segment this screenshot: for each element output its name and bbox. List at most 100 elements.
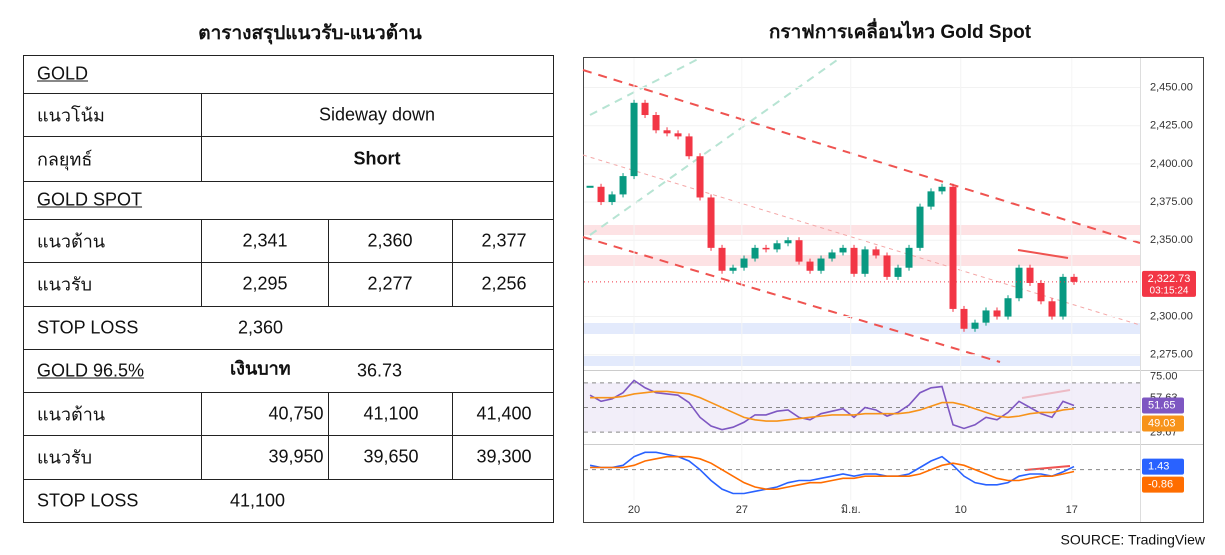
candle bbox=[828, 252, 836, 259]
table-rule bbox=[328, 435, 329, 479]
candle bbox=[729, 267, 737, 271]
candle bbox=[685, 136, 693, 157]
table-rule bbox=[23, 479, 553, 480]
source: SOURCE: TradingView bbox=[1061, 532, 1206, 548]
candle bbox=[949, 186, 957, 309]
table-border bbox=[23, 55, 24, 522]
candle bbox=[773, 243, 781, 250]
candle bbox=[817, 258, 825, 271]
rsi-band bbox=[584, 382, 1140, 433]
cell-text: 2,295 bbox=[242, 273, 288, 294]
x-tick-label: 27 bbox=[736, 504, 748, 516]
candle bbox=[806, 261, 814, 271]
price-badge bbox=[1142, 270, 1196, 297]
cell-text: 2,377 bbox=[481, 230, 527, 250]
countdown: 03:15:24 bbox=[1150, 285, 1189, 296]
value-badge-text: 49.03 bbox=[1148, 417, 1176, 429]
candle bbox=[740, 258, 748, 268]
trend-line bbox=[589, 57, 701, 116]
chart-frame bbox=[583, 57, 1204, 523]
candle bbox=[641, 102, 649, 116]
table-rule bbox=[23, 55, 553, 56]
table-rule bbox=[23, 181, 553, 182]
candle bbox=[718, 247, 726, 271]
candle bbox=[652, 115, 660, 131]
candle bbox=[872, 249, 880, 256]
chart-title: กราฟการเคลื่อนไหว Gold Spot bbox=[769, 18, 1032, 43]
table-rule bbox=[201, 136, 202, 181]
candle bbox=[839, 247, 847, 253]
value-badge bbox=[1142, 415, 1184, 432]
cell-text: 41,100 bbox=[230, 490, 286, 510]
cell-text: 40,750 bbox=[268, 403, 324, 423]
candle bbox=[883, 255, 891, 277]
indicator-line bbox=[589, 451, 1075, 495]
cell-text: 2,360 bbox=[367, 230, 413, 250]
section-heading: GOLD 96.5% bbox=[37, 360, 145, 380]
y-tick-label: 2,400.00 bbox=[1150, 158, 1193, 170]
table-title: ตารางสรุปแนวรับ-แนวต้าน bbox=[198, 23, 422, 44]
candle bbox=[1026, 267, 1034, 283]
value-badge bbox=[1142, 397, 1184, 414]
table-rule bbox=[201, 262, 202, 306]
cell-text: 2,341 bbox=[242, 230, 288, 250]
table-rule bbox=[452, 262, 453, 306]
table-rule bbox=[23, 306, 553, 307]
support-zone bbox=[584, 356, 1140, 366]
support-zone bbox=[584, 323, 1140, 334]
cell-text: 36.73 bbox=[357, 360, 403, 380]
candle bbox=[608, 194, 616, 203]
cell-text: 41,400 bbox=[476, 403, 532, 423]
y-tick-label: 2,425.00 bbox=[1150, 120, 1193, 132]
cell-text: กลยุทธ์ bbox=[37, 149, 93, 169]
candle bbox=[850, 247, 858, 274]
indicator-line bbox=[590, 455, 1075, 490]
x-tick-label: 17 bbox=[1066, 504, 1078, 516]
value-badge-text: 1.43 bbox=[1148, 460, 1169, 472]
cell-text: 39,650 bbox=[363, 446, 419, 467]
candle bbox=[762, 247, 770, 250]
cell-text: เงินบาท bbox=[230, 358, 291, 378]
table-rule bbox=[452, 219, 453, 262]
table-rule bbox=[23, 522, 553, 523]
candle bbox=[784, 240, 792, 244]
candle bbox=[1048, 301, 1056, 317]
table-rule bbox=[201, 93, 202, 136]
cell-text: 39,950 bbox=[268, 446, 324, 467]
candle bbox=[971, 322, 979, 329]
value-badge-text: 51.65 bbox=[1148, 399, 1176, 411]
y-tick-label: 2,275.00 bbox=[1150, 349, 1193, 361]
y-tick-label: 2,450.00 bbox=[1150, 81, 1193, 93]
x-tick-label: มิ.ย. bbox=[841, 504, 861, 516]
candle bbox=[1059, 276, 1067, 317]
y-tick-label: 2,350.00 bbox=[1150, 234, 1193, 246]
cell-text: 39,300 bbox=[476, 446, 532, 467]
table-rule bbox=[201, 219, 202, 262]
cell-text: แนวต้าน bbox=[37, 231, 106, 251]
cell-text: แนวโน้ม bbox=[37, 105, 105, 125]
section-heading: GOLD bbox=[37, 63, 89, 84]
table-rule bbox=[328, 262, 329, 306]
table-rule bbox=[23, 136, 553, 137]
channel-line bbox=[582, 69, 1141, 244]
candle bbox=[894, 267, 902, 277]
value-badge bbox=[1142, 458, 1184, 475]
candle bbox=[597, 186, 605, 203]
candle bbox=[1037, 282, 1045, 302]
candle bbox=[916, 206, 924, 248]
candle bbox=[938, 186, 946, 192]
table-rule bbox=[452, 435, 453, 479]
candle bbox=[619, 176, 627, 195]
table-rule bbox=[328, 219, 329, 262]
candle bbox=[1004, 298, 1012, 317]
candle bbox=[630, 102, 638, 177]
candle bbox=[751, 247, 759, 259]
table-rule bbox=[23, 93, 553, 94]
cell-text: แนวต้าน bbox=[37, 404, 106, 424]
candle bbox=[982, 310, 990, 323]
cell-text: STOP LOSS bbox=[37, 317, 139, 337]
table-rule bbox=[23, 262, 553, 263]
candle bbox=[795, 240, 803, 262]
